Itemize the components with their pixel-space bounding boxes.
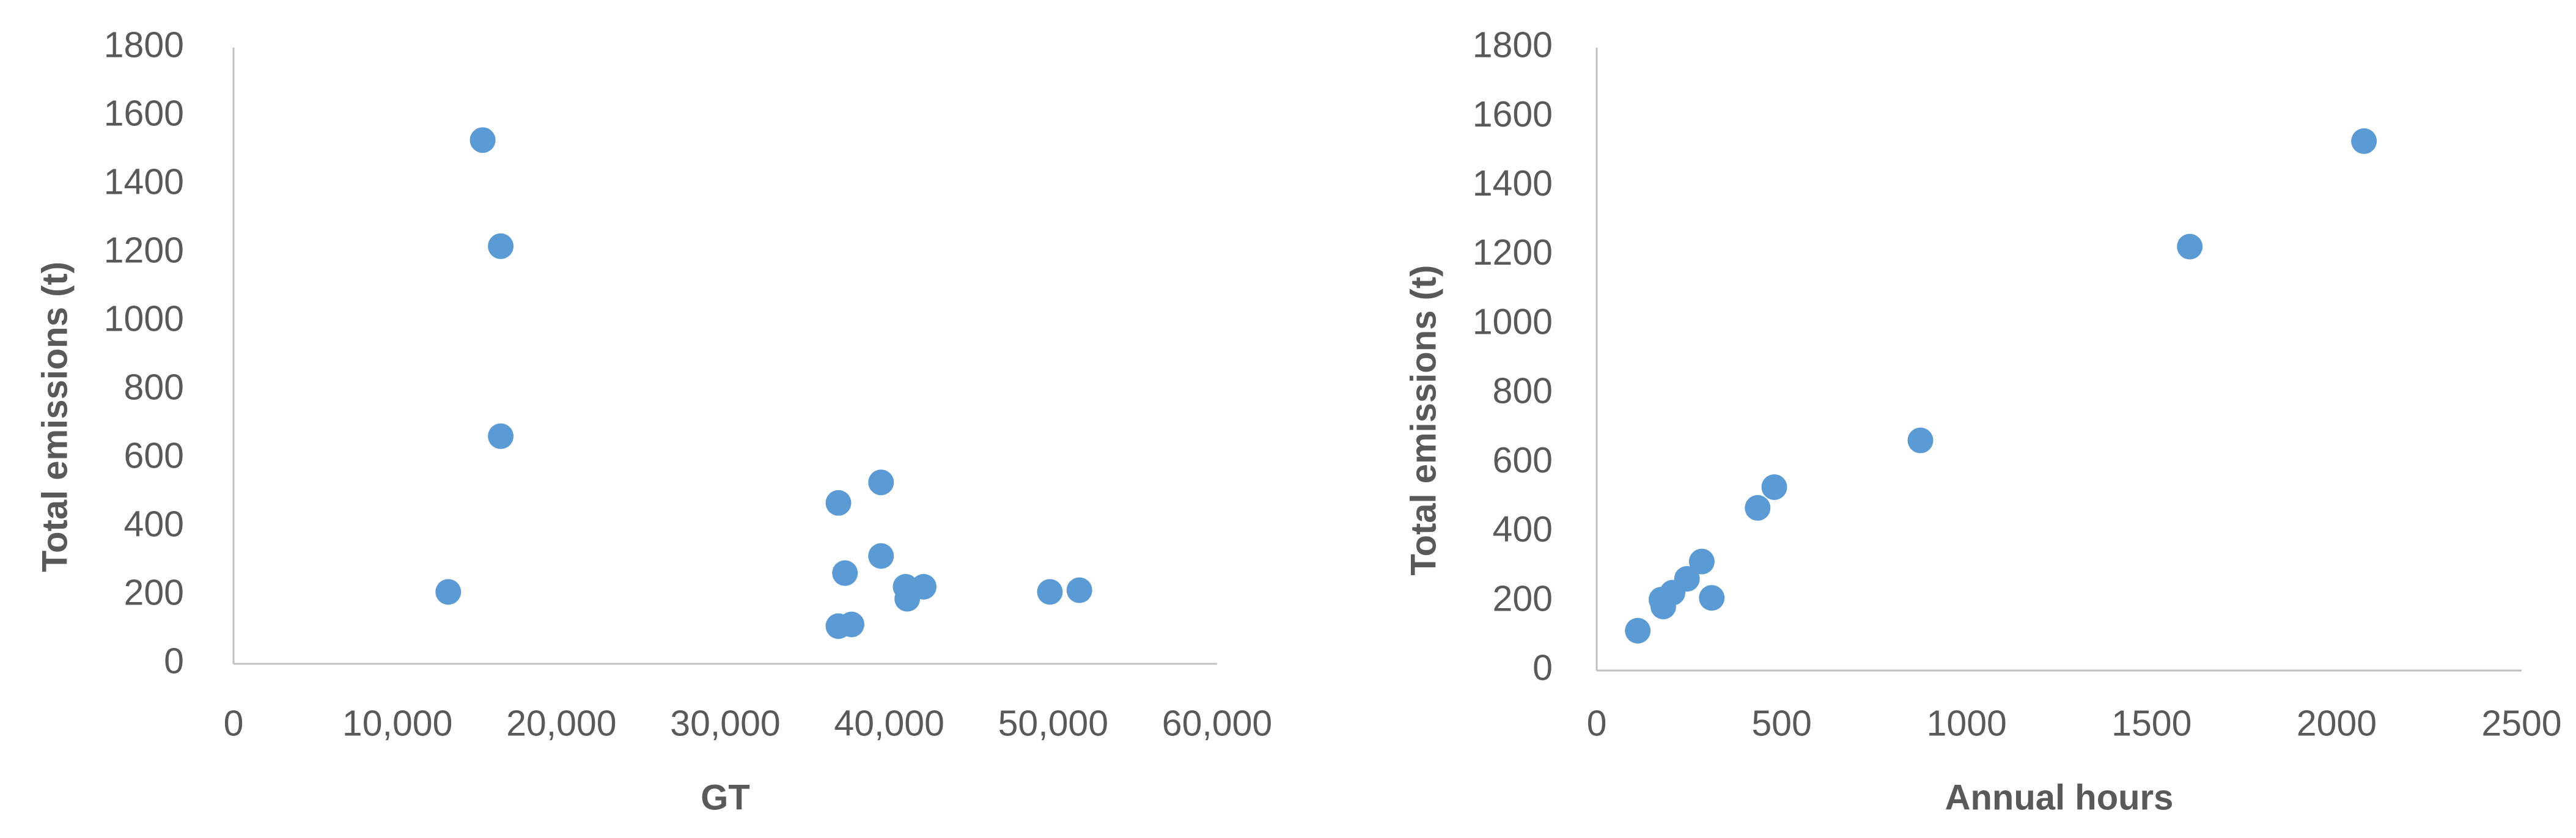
data-point bbox=[1625, 617, 1651, 644]
y-tick-label: 400 bbox=[1493, 509, 1553, 549]
data-point bbox=[1066, 577, 1092, 603]
y-tick-label: 200 bbox=[124, 573, 184, 613]
y-tick-label: 1000 bbox=[104, 299, 184, 339]
x-tick-label: 50,000 bbox=[998, 704, 1108, 744]
x-axis-title: Annual hours bbox=[1945, 777, 2174, 817]
data-point bbox=[1037, 579, 1063, 605]
y-tick-label: 0 bbox=[164, 641, 184, 682]
data-point bbox=[1907, 427, 1934, 454]
y-tick-label: 1800 bbox=[104, 25, 184, 65]
y-tick-label: 400 bbox=[124, 504, 184, 545]
y-tick-label: 600 bbox=[1493, 440, 1553, 480]
x-axis-title: GT bbox=[701, 777, 750, 817]
y-tick-label: 1600 bbox=[104, 94, 184, 134]
x-tick-label: 2000 bbox=[2297, 704, 2377, 744]
data-point bbox=[2177, 233, 2203, 260]
data-point bbox=[435, 579, 462, 605]
data-point bbox=[1688, 548, 1715, 575]
x-tick-label: 60,000 bbox=[1162, 704, 1272, 744]
x-tick-label: 10,000 bbox=[342, 704, 452, 744]
x-tick-label: 0 bbox=[224, 704, 244, 744]
x-tick-label: 30,000 bbox=[670, 704, 780, 744]
data-point bbox=[868, 469, 894, 496]
x-tick-label: 1000 bbox=[1927, 704, 2007, 744]
data-point bbox=[469, 127, 496, 153]
x-tick-label: 0 bbox=[1587, 704, 1607, 744]
y-axis-title: Total emissions (t) bbox=[1404, 265, 1443, 575]
data-point bbox=[910, 574, 937, 600]
data-point bbox=[838, 611, 864, 638]
y-tick-label: 600 bbox=[124, 436, 184, 476]
y-tick-label: 800 bbox=[124, 367, 184, 408]
data-point bbox=[825, 490, 852, 516]
y-axis-title: Total emissions (t) bbox=[35, 262, 75, 572]
data-point bbox=[1674, 565, 1700, 592]
y-tick-label: 1200 bbox=[1473, 232, 1553, 273]
x-tick-label: 2500 bbox=[2481, 704, 2561, 744]
data-point bbox=[488, 423, 514, 449]
data-point bbox=[488, 233, 514, 259]
y-tick-label: 800 bbox=[1493, 371, 1553, 411]
y-tick-label: 1400 bbox=[1473, 163, 1553, 204]
x-tick-label: 20,000 bbox=[506, 704, 616, 744]
y-tick-label: 1600 bbox=[1473, 94, 1553, 134]
y-tick-label: 1400 bbox=[104, 162, 184, 202]
data-point bbox=[1745, 494, 1771, 521]
y-tick-label: 0 bbox=[1533, 648, 1553, 688]
x-tick-label: 1500 bbox=[2111, 704, 2191, 744]
data-point bbox=[2351, 128, 2377, 154]
data-point bbox=[868, 543, 894, 569]
data-point bbox=[1761, 474, 1787, 500]
y-tick-label: 200 bbox=[1493, 578, 1553, 619]
y-tick-label: 1800 bbox=[1473, 25, 1553, 65]
y-tick-label: 1000 bbox=[1473, 301, 1553, 342]
data-point bbox=[1699, 585, 1725, 611]
data-point bbox=[832, 560, 858, 586]
x-tick-label: 40,000 bbox=[834, 704, 944, 744]
x-tick-label: 500 bbox=[1751, 704, 1811, 744]
y-tick-label: 1200 bbox=[104, 230, 184, 271]
